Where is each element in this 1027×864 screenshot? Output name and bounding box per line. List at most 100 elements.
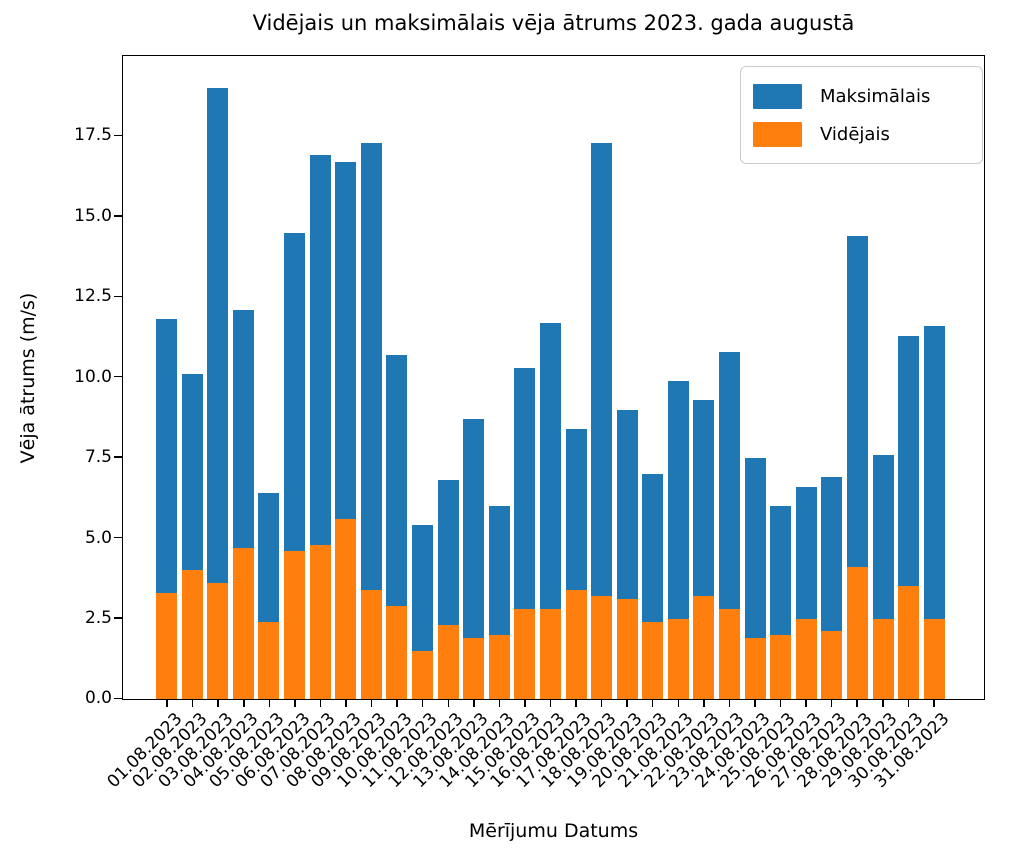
bar-max-segment [591, 142, 613, 699]
bar-avg-segment [232, 547, 254, 699]
x-tick-mark [626, 700, 628, 707]
bar-avg-segment [437, 625, 459, 699]
x-tick-mark [805, 700, 807, 707]
y-tick-mark [114, 456, 122, 458]
x-tick-mark [600, 700, 603, 707]
x-tick-mark [651, 700, 654, 707]
bar-20.08.2023 [642, 473, 664, 699]
bar-18.08.2023 [591, 142, 613, 699]
bar-avg-segment [616, 599, 638, 699]
y-tick-label: 0.0 [84, 688, 112, 709]
x-tick-mark [447, 700, 450, 707]
bar-avg-segment [693, 596, 715, 699]
bar-avg-segment [411, 650, 433, 699]
bar-max-segment [463, 419, 485, 699]
x-tick-mark [882, 700, 884, 707]
y-tick-label: 2.5 [84, 608, 112, 628]
bar-avg-segment [283, 551, 305, 699]
x-tick-mark [370, 700, 373, 707]
y-tick-label: 10.0 [74, 366, 112, 387]
bar-26.08.2023 [795, 486, 817, 699]
bar-01.08.2023 [156, 319, 177, 699]
x-tick-mark [268, 700, 271, 707]
x-tick-mark [575, 700, 577, 707]
bar-19.08.2023 [616, 409, 638, 699]
bar-09.08.2023 [360, 142, 382, 699]
x-tick-mark [754, 700, 756, 707]
bar-17.08.2023 [565, 428, 587, 699]
x-tick-mark [217, 700, 219, 707]
bar-11.08.2023 [411, 525, 433, 699]
bar-avg-segment [463, 637, 485, 699]
bar-avg-segment [847, 567, 869, 699]
y-tick-label: 7.5 [84, 447, 112, 468]
bar-avg-segment [923, 618, 945, 699]
bar-10.08.2023 [386, 354, 408, 699]
bar-avg-segment [821, 631, 843, 699]
legend-swatch-maksimalais [753, 83, 802, 109]
x-tick-mark [473, 700, 475, 707]
bar-28.08.2023 [847, 235, 869, 699]
bar-05.08.2023 [258, 493, 280, 699]
y-tick-mark [114, 375, 122, 378]
legend-entry-maksimalais: Maksimālais [753, 77, 970, 115]
legend-entry-videjais: Vidējais [753, 115, 970, 153]
y-tick-label: 12.5 [74, 286, 112, 307]
bar-avg-segment [335, 518, 357, 699]
y-tick-mark [114, 617, 122, 619]
legend-label-videjais: Vidējais [820, 123, 890, 145]
bar-avg-segment [770, 634, 792, 699]
y-tick-mark [114, 134, 122, 137]
bar-12.08.2023 [437, 480, 459, 699]
x-tick-mark [191, 700, 194, 707]
x-tick-mark [319, 700, 322, 707]
bar-16.08.2023 [539, 322, 561, 699]
bar-06.08.2023 [283, 232, 305, 699]
x-tick-mark [524, 700, 526, 707]
x-axis-title: Mērījumu Datums [468, 820, 639, 842]
bar-23.08.2023 [719, 351, 741, 699]
bar-avg-segment [156, 592, 177, 699]
bar-avg-segment [591, 596, 613, 699]
x-tick-mark [166, 700, 168, 707]
x-tick-mark [830, 700, 833, 707]
x-tick-mark [294, 700, 296, 707]
bars-container [123, 56, 984, 699]
x-tick-mark [907, 700, 910, 707]
bar-avg-segment [898, 586, 920, 699]
bar-avg-segment [360, 589, 382, 699]
x-tick-mark [728, 700, 731, 707]
bar-25.08.2023 [770, 506, 792, 699]
bar-avg-segment [207, 583, 229, 699]
bar-avg-segment [565, 589, 587, 699]
y-tick-mark [114, 215, 122, 217]
bar-max-segment [207, 87, 229, 699]
bar-29.08.2023 [872, 454, 894, 699]
x-tick-mark [933, 700, 935, 707]
y-tick-mark [114, 697, 122, 700]
bar-08.08.2023 [335, 161, 357, 699]
bar-avg-segment [872, 618, 894, 699]
bar-31.08.2023 [923, 325, 945, 699]
bar-avg-segment [667, 618, 689, 699]
legend-swatch-videjais [753, 121, 802, 147]
bar-24.08.2023 [744, 457, 766, 699]
x-tick-mark [345, 700, 347, 707]
x-tick-mark [703, 700, 705, 707]
bar-21.08.2023 [667, 380, 689, 699]
bar-07.08.2023 [309, 155, 331, 699]
x-tick-mark [396, 700, 398, 707]
bar-13.08.2023 [463, 419, 485, 699]
bar-02.08.2023 [181, 374, 203, 699]
x-tick-mark [498, 700, 501, 707]
bar-30.08.2023 [898, 335, 920, 699]
bar-avg-segment [642, 621, 664, 699]
bar-avg-segment [719, 608, 741, 699]
y-tick-label: 5.0 [84, 527, 112, 548]
bar-14.08.2023 [488, 506, 510, 699]
x-tick-mark [677, 700, 680, 707]
bar-avg-segment [488, 634, 510, 699]
x-tick-mark [421, 700, 424, 707]
y-tick-mark [114, 536, 122, 539]
x-tick-mark [549, 700, 552, 707]
